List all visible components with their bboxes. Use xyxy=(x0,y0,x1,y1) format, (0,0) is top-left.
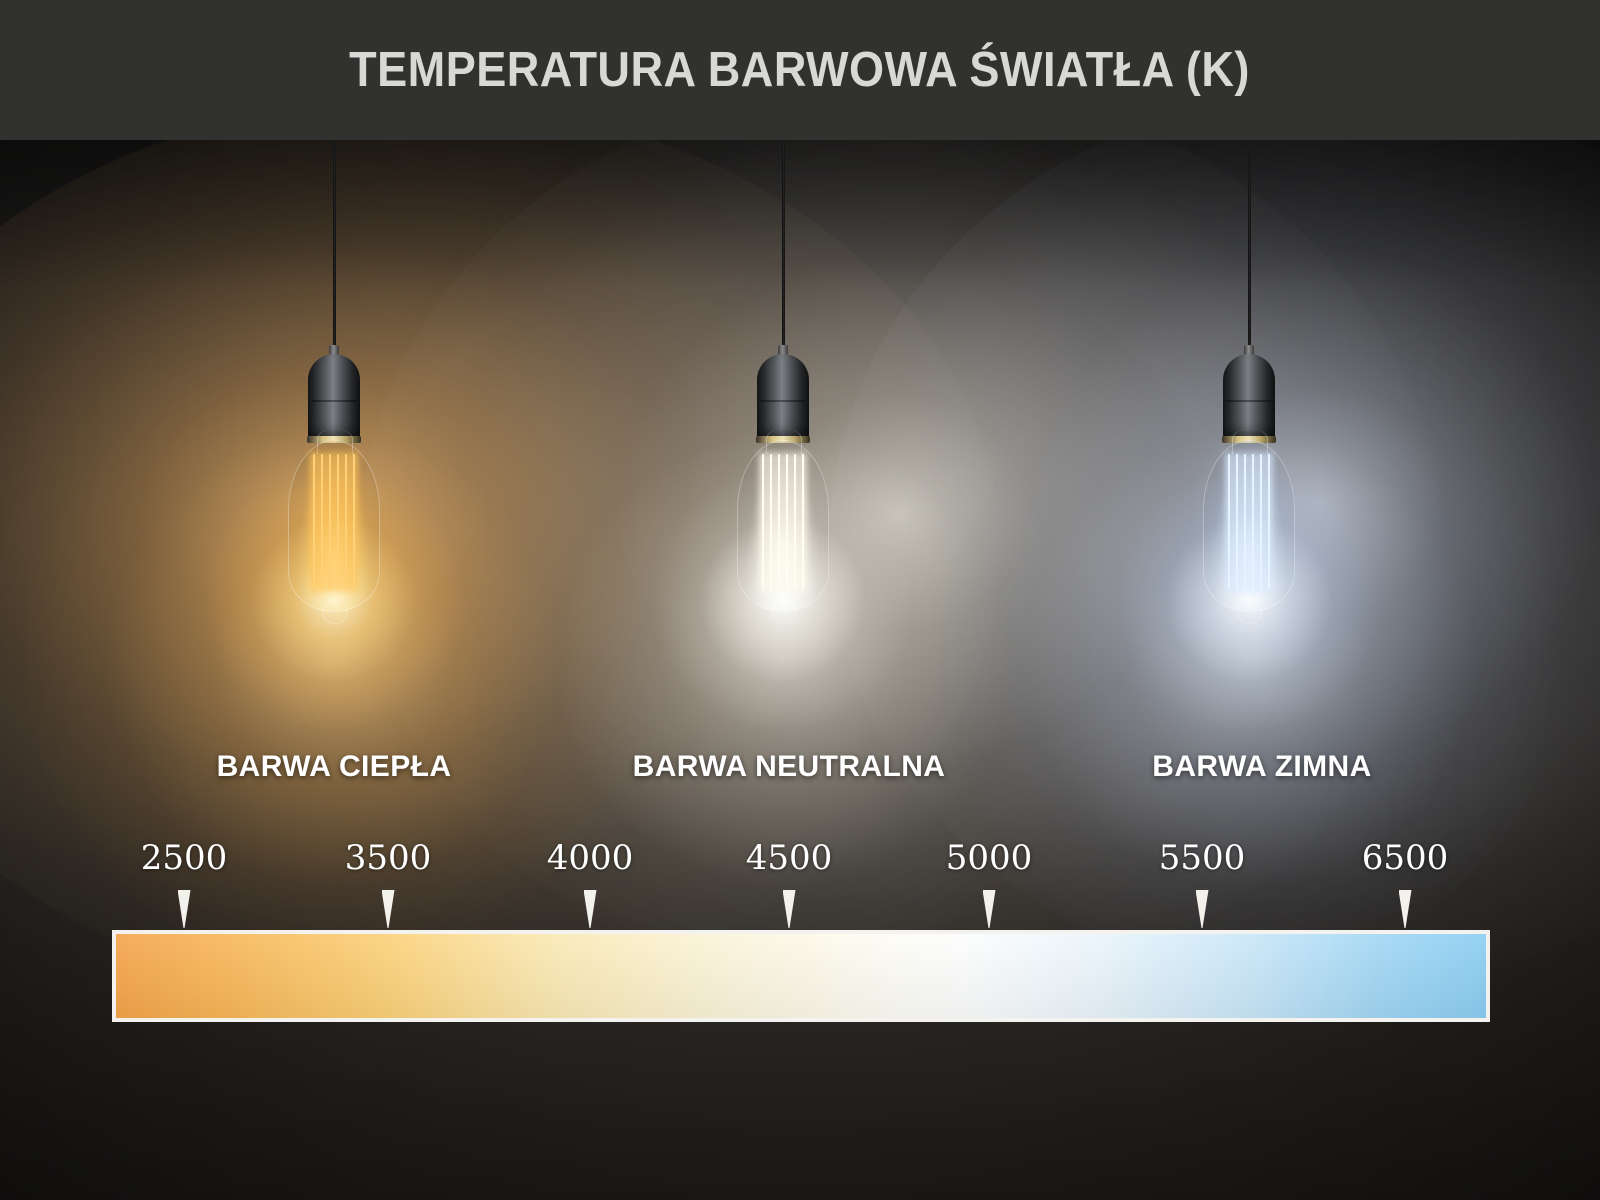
bulb-cool xyxy=(939,140,1559,970)
tick-label-3500: 3500 xyxy=(344,838,432,878)
socket-cool xyxy=(1223,354,1275,440)
category-label-neutral: BARWA NEUTRALNA xyxy=(632,750,946,783)
tick-label-2500: 2500 xyxy=(140,838,228,878)
cord-neutral xyxy=(781,140,785,350)
socket-neutral xyxy=(757,354,809,440)
header-band: TEMPERATURA BARWOWA ŚWIATŁA (K) xyxy=(0,0,1600,140)
tick-label-5500: 5500 xyxy=(1158,838,1246,878)
page-title: TEMPERATURA BARWOWA ŚWIATŁA (K) xyxy=(349,43,1251,97)
color-temperature-gradient-bar xyxy=(112,930,1490,1022)
category-label-warm: BARWA CIEPŁA xyxy=(216,750,452,783)
filament-neutral xyxy=(760,454,806,604)
tick-label-6500: 6500 xyxy=(1361,838,1449,878)
tick-label-4000: 4000 xyxy=(546,838,634,878)
socket-warm xyxy=(308,354,360,440)
bulb-warm xyxy=(24,140,644,970)
lamp-scene xyxy=(0,140,1600,1200)
category-label-cool: BARWA ZIMNA xyxy=(1152,750,1372,783)
cord-warm xyxy=(332,140,336,350)
filament-warm xyxy=(311,454,357,604)
bulb-neutral xyxy=(473,140,1093,970)
cord-cool xyxy=(1247,140,1251,350)
filament-cool xyxy=(1226,454,1272,604)
tick-label-5000: 5000 xyxy=(945,838,1033,878)
tick-label-4500: 4500 xyxy=(745,838,833,878)
